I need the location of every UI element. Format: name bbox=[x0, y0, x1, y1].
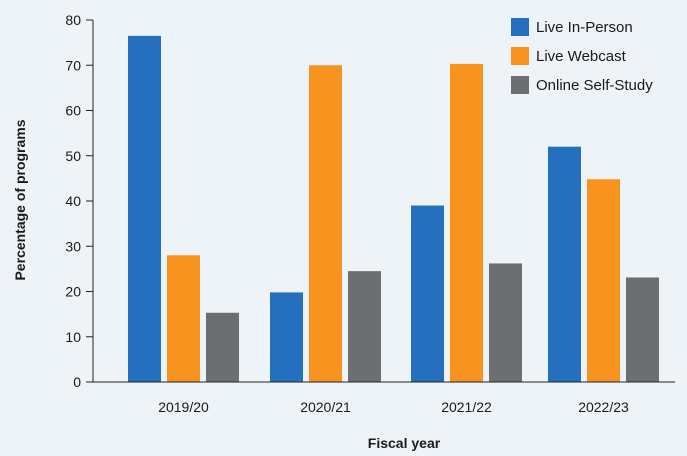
x-tick-label: 2022/23 bbox=[578, 399, 629, 415]
y-axis-title: Percentage of programs bbox=[12, 119, 28, 280]
bar bbox=[450, 63, 483, 382]
y-tick-label: 80 bbox=[65, 12, 81, 28]
y-tick-label: 50 bbox=[65, 148, 81, 164]
legend-swatch bbox=[511, 47, 529, 65]
x-axis-title: Fiscal year bbox=[368, 435, 441, 451]
x-tick-label: 2020/21 bbox=[300, 399, 351, 415]
x-tick-label: 2019/20 bbox=[158, 399, 209, 415]
y-tick-label: 60 bbox=[65, 103, 81, 119]
y-tick-label: 10 bbox=[65, 329, 81, 345]
bar bbox=[309, 65, 342, 382]
y-tick-label: 30 bbox=[65, 238, 81, 254]
x-tick-label: 2021/22 bbox=[441, 399, 492, 415]
bar bbox=[411, 205, 444, 382]
legend-label: Online Self-Study bbox=[536, 77, 653, 94]
legend-swatch bbox=[511, 76, 529, 94]
bar bbox=[206, 312, 239, 382]
bar bbox=[270, 292, 303, 382]
bar bbox=[626, 277, 659, 382]
bar bbox=[489, 263, 522, 382]
y-tick-label: 0 bbox=[73, 374, 81, 390]
y-tick-label: 70 bbox=[65, 57, 81, 73]
legend-swatch bbox=[511, 18, 529, 36]
legend-label: Live Webcast bbox=[536, 48, 627, 65]
bar bbox=[548, 146, 581, 382]
y-tick-label: 40 bbox=[65, 193, 81, 209]
y-tick-label: 20 bbox=[65, 284, 81, 300]
legend-label: Live In-Person bbox=[536, 19, 633, 36]
bar bbox=[348, 271, 381, 382]
bar bbox=[167, 255, 200, 382]
bar bbox=[587, 179, 620, 382]
bar bbox=[128, 35, 161, 383]
